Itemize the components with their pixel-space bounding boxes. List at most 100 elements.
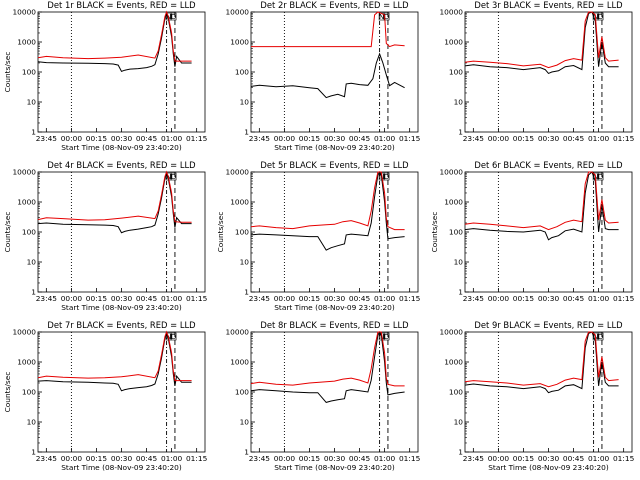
x-axis-title: Start Time (08-Nov-09 23:40:20) xyxy=(61,303,182,312)
series-line-red-lld xyxy=(251,171,405,231)
x-tick-label: 23:45 xyxy=(462,454,484,463)
x-tick-label: 01:00 xyxy=(374,294,396,303)
y-tick-label: 10 xyxy=(240,98,250,107)
y-axis-title: Counts/sec xyxy=(3,52,12,93)
x-tick-label: 23:45 xyxy=(249,454,271,463)
y-tick-label: 100 xyxy=(448,228,462,237)
panel-title: Det 8r BLACK = Events, RED = LLD xyxy=(261,320,409,330)
x-tick-label: 23:45 xyxy=(462,134,484,143)
plot-frame xyxy=(37,331,206,453)
series-line-black-events xyxy=(464,11,619,75)
y-axis-title: Counts/sec xyxy=(430,212,439,253)
peak-label-box xyxy=(170,12,177,21)
x-axis-title: Start Time (08-Nov-09 23:40:20) xyxy=(61,463,182,472)
y-tick-label: 100 xyxy=(448,388,462,397)
series-line-red-lld xyxy=(37,10,192,62)
peak-label: D xyxy=(597,332,603,341)
x-tick-label: 01:00 xyxy=(374,454,396,463)
y-tick-label: 10 xyxy=(453,418,463,427)
x-tick-label: 01:00 xyxy=(588,454,610,463)
y-axis-title: Counts/sec xyxy=(3,372,12,413)
peak-label: D xyxy=(171,332,177,341)
y-tick-label: 10 xyxy=(453,258,463,267)
x-tick-label: 00:45 xyxy=(349,454,371,463)
y-tick-label: 1000 xyxy=(230,38,249,47)
series-line-black-events xyxy=(251,171,405,251)
series-line-red-lld xyxy=(37,330,192,382)
series-line-red-lld xyxy=(464,331,619,388)
series-line-black-events xyxy=(464,331,619,394)
detector-panel-1: Det 1r BLACK = Events, RED = LLD 1 10 100 10… xyxy=(3,0,208,152)
x-tick-label: 00:00 xyxy=(61,454,83,463)
plot-frame xyxy=(250,171,419,293)
peak-label: D xyxy=(384,172,390,181)
peak-label: N xyxy=(379,12,385,21)
x-tick-label: 00:00 xyxy=(487,134,509,143)
y-tick-label: 10000 xyxy=(12,168,36,177)
x-tick-label: 01:15 xyxy=(613,454,635,463)
series-line-black-events xyxy=(251,331,405,403)
y-tick-label: 1000 xyxy=(444,198,463,207)
detector-panel-6: Det 6r BLACK = Events, RED = LLD 1 10 100 10… xyxy=(430,160,635,303)
peak-label: D xyxy=(171,172,177,181)
y-tick-label: 1 xyxy=(458,288,463,297)
detector-panel-8: Det 8r BLACK = Events, RED = LLD 1 10 100 10… xyxy=(226,320,421,472)
y-tick-label: 1000 xyxy=(230,358,249,367)
series-line-black-events xyxy=(37,11,192,73)
y-tick-label: 10 xyxy=(453,98,463,107)
series-line-red-lld xyxy=(251,11,405,48)
peak-label-box xyxy=(384,172,390,181)
x-tick-label: 00:15 xyxy=(86,134,108,143)
x-tick-label: 00:15 xyxy=(512,134,534,143)
x-tick-label: 01:00 xyxy=(161,294,183,303)
x-tick-label: 00:15 xyxy=(512,294,534,303)
x-tick-label: 00:45 xyxy=(136,454,158,463)
x-tick-label: 01:15 xyxy=(399,294,421,303)
y-tick-label: 1000 xyxy=(444,358,463,367)
y-tick-label: 1 xyxy=(458,448,463,457)
y-tick-label: 1 xyxy=(245,288,250,297)
detector-panel-4: Det 4r BLACK = Events, RED = LLD 1 10 100 10… xyxy=(3,160,208,312)
peak-label-box xyxy=(170,332,177,341)
x-tick-label: 00:45 xyxy=(562,134,584,143)
y-tick-label: 1000 xyxy=(230,198,249,207)
x-tick-label: 00:00 xyxy=(274,294,296,303)
plot-frame xyxy=(464,11,632,133)
x-tick-label: 00:30 xyxy=(537,454,559,463)
x-axis-title: Start Time (08-Nov-09 23:40:20) xyxy=(275,303,396,312)
detector-panel-5: Det 5r BLACK = Events, RED = LLD 1 10 100 10… xyxy=(216,160,421,312)
y-tick-label: 1000 xyxy=(444,38,463,47)
peak-label-box xyxy=(384,332,390,341)
x-tick-label: 00:00 xyxy=(61,294,83,303)
x-tick-label: 00:15 xyxy=(512,454,534,463)
series-line-black-events xyxy=(464,171,619,241)
y-tick-label: 100 xyxy=(235,68,249,77)
x-tick-label: 00:45 xyxy=(136,294,158,303)
peak-label: D xyxy=(171,12,177,21)
y-tick-label: 100 xyxy=(22,388,36,397)
panel-title: Det 4r BLACK = Events, RED = LLD xyxy=(47,160,195,170)
panel-title: Det 2r BLACK = Events, RED = LLD xyxy=(261,0,409,10)
peak-label: D xyxy=(597,12,603,21)
x-tick-label: 01:15 xyxy=(186,454,208,463)
series-line-red-lld xyxy=(464,11,619,69)
peak-label-box xyxy=(170,172,177,181)
x-tick-label: 00:30 xyxy=(111,294,133,303)
series-line-red-lld xyxy=(37,170,192,223)
x-axis-title: Start Time (08-Nov-09 23:40:20) xyxy=(488,463,609,472)
panel-title: Det 1r BLACK = Events, RED = LLD xyxy=(47,0,195,10)
peak-label-box xyxy=(597,332,603,341)
series-line-black-events xyxy=(37,171,192,234)
plot-frame xyxy=(464,171,632,293)
y-tick-label: 1000 xyxy=(17,198,36,207)
x-tick-label: 00:45 xyxy=(349,294,371,303)
detector-panel-2: Det 2r BLACK = Events, RED = LLD 1 10 100 10… xyxy=(226,0,421,152)
x-tick-label: 00:00 xyxy=(274,134,296,143)
y-tick-label: 100 xyxy=(235,228,249,237)
peak-label: D xyxy=(384,332,390,341)
x-tick-label: 00:30 xyxy=(537,294,559,303)
x-tick-label: 01:15 xyxy=(186,294,208,303)
panel-title: Det 6r BLACK = Events, RED = LLD xyxy=(474,160,622,170)
series-line-black-events xyxy=(37,331,192,392)
peak-label: D xyxy=(597,172,603,181)
